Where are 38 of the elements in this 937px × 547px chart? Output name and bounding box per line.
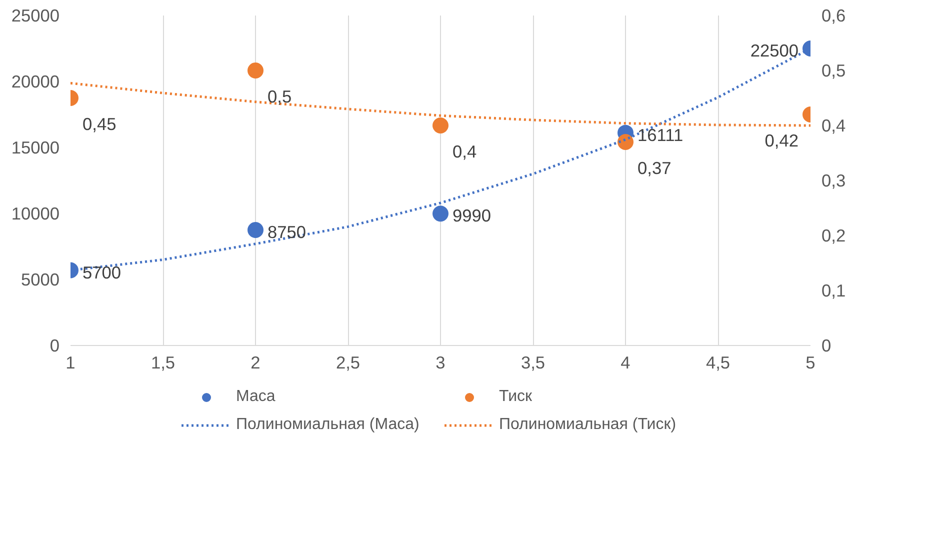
x-tick-label: 2 [250, 352, 260, 372]
x-tick-label: 1,5 [150, 352, 176, 372]
x-tick-label: 4 [620, 352, 631, 372]
data-label: 22500 [750, 40, 798, 60]
x-tick-label: 1 [66, 352, 76, 372]
y-tick-label: 5000 [20, 270, 60, 290]
legend-label: Полиномиальная (Тиск) [499, 416, 678, 434]
y-tick-label: 20000 [11, 72, 60, 92]
x-tick-label: 3 [436, 352, 446, 372]
y2-tick-label: 0,2 [822, 226, 846, 246]
data-label: 0,4 [452, 142, 477, 162]
legend-label: Полиномиальная (Маса) [236, 416, 420, 434]
y2-tick-label: 0,6 [822, 6, 846, 26]
data-label: 0,37 [638, 158, 672, 178]
y2-tick-label: 0,3 [822, 170, 846, 190]
x-tick-label: 4,5 [706, 352, 730, 372]
x-tick-label: 3,5 [520, 352, 546, 372]
data-label: 16111 [638, 124, 684, 145]
y2-tick-label: 0,1 [822, 280, 846, 300]
data-label: 5700 [82, 262, 122, 282]
y-tick-label: 15000 [11, 138, 60, 158]
data-label: 0,5 [268, 86, 292, 106]
x-tick-label: 2,5 [336, 352, 360, 372]
point [432, 206, 448, 222]
x-tick-label: 5 [806, 352, 816, 372]
data-label: 8750 [268, 222, 306, 242]
y2-tick-label: 0 [822, 336, 832, 356]
data-label: 9990 [452, 206, 492, 226]
y-tick-label: 0 [50, 336, 60, 356]
y-tick-label: 25000 [11, 6, 60, 26]
point [432, 118, 448, 134]
data-label: 0,45 [82, 114, 116, 134]
y2-tick-label: 0,4 [822, 116, 846, 136]
legend-label: Маса [236, 388, 276, 406]
legend-label: Тиск [499, 388, 534, 406]
y-tick-label: 10000 [11, 204, 60, 224]
y2-tick-label: 0,5 [822, 60, 846, 80]
data-label: 0,42 [764, 130, 799, 150]
